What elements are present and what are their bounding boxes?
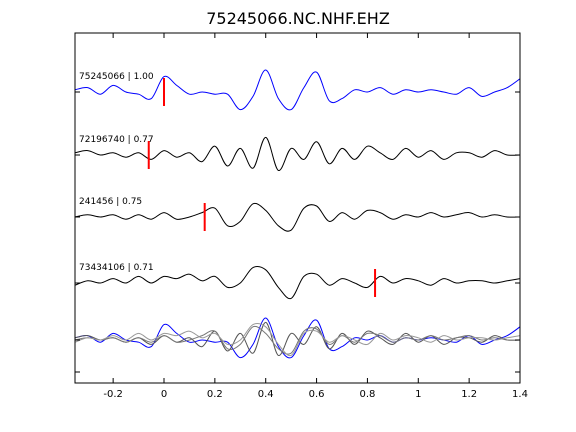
overlay-trace-2 — [74, 321, 521, 356]
plot-frame — [74, 32, 521, 384]
trace-group — [74, 69, 521, 300]
chart-title: 75245066.NC.NHF.EHZ — [206, 9, 390, 28]
trace-line-3 — [74, 202, 521, 232]
overlay-group — [74, 317, 521, 359]
x-tick-label: 0 — [161, 389, 167, 400]
trace-label-4: 73434106 | 0.71 — [79, 263, 154, 273]
x-tick-label: 1.2 — [461, 389, 477, 400]
x-tick-label: 1.4 — [512, 389, 528, 400]
x-tick-label: 0.6 — [309, 389, 325, 400]
x-tick-label: 0.8 — [359, 389, 375, 400]
overlay-trace-3 — [74, 325, 521, 355]
trace-label-group: 75245066 | 1.00 72196740 | 0.77 241456 | 0… — [79, 72, 154, 273]
trace-line-2 — [74, 136, 521, 171]
axes-group: -0.2 0 0.2 0.4 0.6 0.8 1 1.2 1.4 — [74, 32, 528, 400]
trace-line-4 — [74, 265, 521, 300]
pick-marker-group — [147, 78, 377, 297]
trace-line-1 — [74, 69, 521, 111]
x-tick-label: 0.2 — [207, 389, 223, 400]
x-tick-label: 0.4 — [258, 389, 274, 400]
x-tick-label: 1 — [415, 389, 421, 400]
trace-label-3: 241456 | 0.75 — [79, 197, 142, 207]
trace-label-1: 75245066 | 1.00 — [79, 72, 154, 82]
overlay-trace-4 — [74, 322, 521, 357]
trace-label-2: 72196740 | 0.77 — [79, 135, 154, 145]
x-tick-label: -0.2 — [103, 389, 123, 400]
